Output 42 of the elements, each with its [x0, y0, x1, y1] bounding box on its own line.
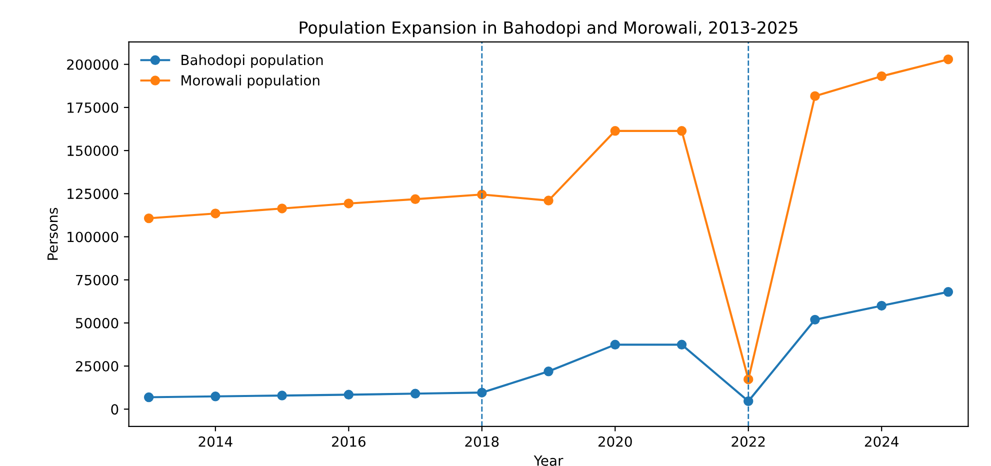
point: [544, 196, 554, 206]
point: [943, 54, 954, 64]
x-tick-label: 2016: [332, 436, 366, 447]
point: [277, 390, 287, 400]
point: [876, 300, 886, 311]
point: [277, 204, 287, 214]
chart-title: Population Expansion in Bahodopi and Morowali, 2013-2025: [300, 20, 798, 38]
point: [810, 314, 820, 325]
x-tick-label: 2024: [864, 436, 898, 447]
point: [544, 366, 554, 376]
legend-label: Bahodopi population: [182, 54, 323, 68]
y-tick-label: 175000: [68, 102, 118, 113]
point: [344, 390, 354, 400]
x-tick-label: 2020: [598, 436, 632, 447]
point: [876, 71, 886, 82]
point: [676, 126, 687, 136]
y-tick-label: 50000: [76, 318, 118, 328]
point: [810, 91, 820, 101]
y-axis-title: Persons: [48, 208, 58, 260]
x-tick-label: 2014: [198, 436, 232, 447]
point: [410, 388, 420, 398]
x-tick-label: 2018: [465, 436, 499, 447]
y-tick-label: 125000: [68, 188, 118, 200]
point: [144, 392, 154, 402]
y-tick-label: 25000: [76, 361, 118, 372]
point: [610, 340, 620, 350]
point: [676, 340, 687, 350]
y-tick-label: 75000: [76, 274, 118, 286]
point: [144, 213, 154, 224]
y-tick-label: 200000: [67, 59, 118, 70]
point: [410, 194, 420, 204]
x-axis-title: Year: [534, 456, 564, 466]
point: [344, 198, 354, 208]
y-tick-label: 150000: [68, 146, 118, 156]
point: [210, 392, 220, 402]
legend-label: Morowali population: [182, 74, 320, 88]
point: [943, 287, 954, 297]
point: [610, 126, 620, 136]
y-tick-label: 100000: [68, 232, 118, 242]
x-tick-label: 2022: [732, 436, 765, 447]
point: [210, 208, 220, 218]
y-tick-label: 0: [111, 404, 118, 415]
